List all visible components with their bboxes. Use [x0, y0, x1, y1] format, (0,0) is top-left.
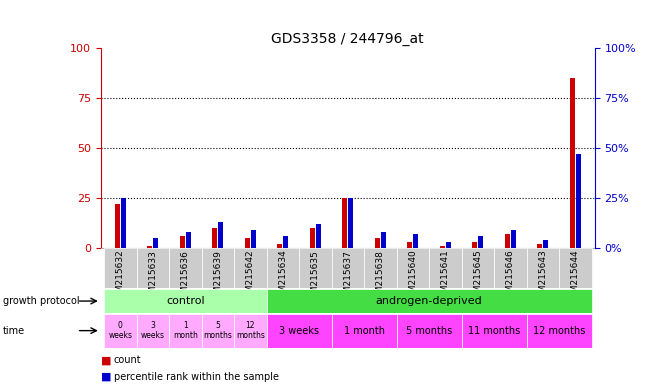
Title: GDS3358 / 244796_at: GDS3358 / 244796_at	[272, 31, 424, 46]
Text: 5
months: 5 months	[203, 321, 232, 340]
Bar	[104, 248, 136, 288]
Bar	[570, 78, 575, 248]
Text: ■: ■	[101, 372, 111, 382]
Text: GSM215642: GSM215642	[246, 250, 255, 305]
Text: GSM215641: GSM215641	[441, 250, 450, 305]
Text: 0
weeks: 0 weeks	[109, 321, 132, 340]
Bar	[169, 314, 202, 348]
Bar	[429, 248, 461, 288]
Text: GSM215637: GSM215637	[343, 250, 352, 305]
Bar	[278, 244, 282, 248]
Text: GSM215634: GSM215634	[278, 250, 287, 305]
Bar	[202, 248, 234, 288]
Bar	[266, 314, 332, 348]
Bar	[186, 232, 190, 248]
Bar	[446, 242, 450, 248]
Text: 1 month: 1 month	[343, 326, 385, 336]
Bar	[169, 248, 202, 288]
Text: GSM215643: GSM215643	[538, 250, 547, 305]
Bar	[104, 289, 266, 313]
Text: GSM215632: GSM215632	[116, 250, 125, 305]
Bar	[408, 242, 412, 248]
Text: count: count	[114, 355, 142, 365]
Bar	[375, 238, 380, 248]
Text: GSM215644: GSM215644	[571, 250, 580, 305]
Bar	[180, 236, 185, 248]
Bar	[148, 246, 152, 248]
Bar	[473, 242, 477, 248]
Bar	[348, 198, 353, 248]
Bar	[364, 248, 396, 288]
Text: percentile rank within the sample: percentile rank within the sample	[114, 372, 279, 382]
Text: GSM215646: GSM215646	[506, 250, 515, 305]
Text: 1
month: 1 month	[173, 321, 198, 340]
Bar	[526, 248, 559, 288]
Bar	[266, 248, 299, 288]
Text: GSM215645: GSM215645	[473, 250, 482, 305]
Bar	[332, 314, 396, 348]
Bar	[332, 248, 364, 288]
Text: 3 weeks: 3 weeks	[279, 326, 319, 336]
Bar	[526, 314, 592, 348]
Text: growth protocol: growth protocol	[3, 296, 80, 306]
Text: ■: ■	[101, 355, 111, 365]
Bar	[462, 248, 494, 288]
Bar	[576, 154, 580, 248]
Text: 12 months: 12 months	[533, 326, 585, 336]
Bar	[511, 230, 515, 248]
Text: time: time	[3, 326, 25, 336]
Bar	[245, 238, 250, 248]
Bar	[234, 314, 266, 348]
Bar	[396, 314, 462, 348]
Bar	[121, 198, 125, 248]
Bar	[202, 314, 234, 348]
Text: GSM215635: GSM215635	[311, 250, 320, 305]
Bar	[136, 314, 169, 348]
Bar	[559, 248, 592, 288]
Bar	[251, 230, 255, 248]
Text: 3
weeks: 3 weeks	[141, 321, 164, 340]
Text: androgen-deprived: androgen-deprived	[376, 296, 482, 306]
Bar	[213, 228, 217, 248]
Text: GSM215633: GSM215633	[148, 250, 157, 305]
Bar	[153, 238, 158, 248]
Bar	[234, 248, 266, 288]
Bar	[136, 248, 169, 288]
Bar	[538, 244, 542, 248]
Bar	[440, 246, 445, 248]
Bar	[543, 240, 548, 248]
Bar	[413, 234, 418, 248]
Bar	[115, 204, 120, 248]
Bar	[104, 314, 136, 348]
Bar	[381, 232, 385, 248]
Text: control: control	[166, 296, 205, 306]
Text: GSM215636: GSM215636	[181, 250, 190, 305]
Bar	[310, 228, 315, 248]
Text: GSM215640: GSM215640	[408, 250, 417, 305]
Text: 11 months: 11 months	[468, 326, 520, 336]
Bar	[299, 248, 332, 288]
Bar	[396, 248, 429, 288]
Bar	[316, 224, 320, 248]
Bar	[283, 236, 288, 248]
Bar	[494, 248, 526, 288]
Text: 12
months: 12 months	[236, 321, 265, 340]
Text: GSM215639: GSM215639	[213, 250, 222, 305]
Text: GSM215638: GSM215638	[376, 250, 385, 305]
Bar	[266, 289, 592, 313]
Bar	[343, 198, 347, 248]
Bar	[218, 222, 223, 248]
Bar	[478, 236, 483, 248]
Bar	[462, 314, 526, 348]
Bar	[505, 234, 510, 248]
Text: 5 months: 5 months	[406, 326, 452, 336]
